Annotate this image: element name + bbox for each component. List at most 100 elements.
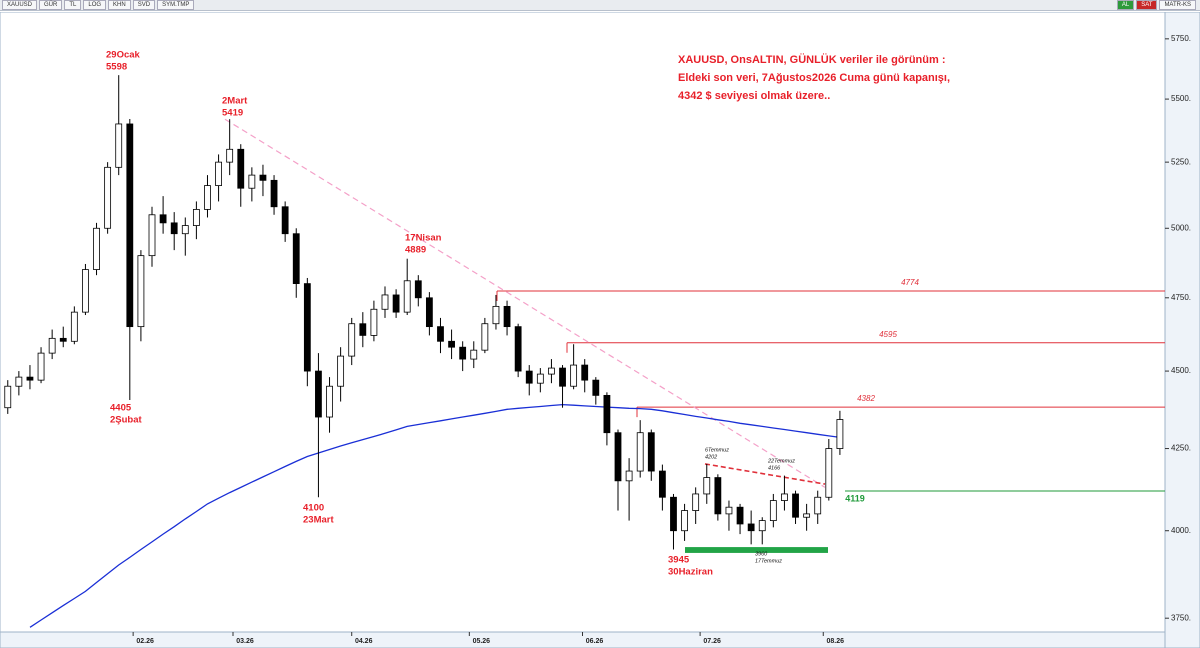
toolbar-button[interactable]: LOG <box>83 0 107 10</box>
symbol-button[interactable]: XAUUSD <box>2 0 38 10</box>
candle-body <box>703 477 711 495</box>
candle-body <box>647 432 655 472</box>
candle-body <box>548 367 555 375</box>
candle-body <box>725 506 733 515</box>
candle-body <box>792 493 799 518</box>
level-label: 4382 <box>857 394 875 403</box>
candle-body <box>536 373 544 384</box>
chart: 3750. 4000. 4250. 4500. 4750. 5000. 5250. 5500.… <box>0 12 1200 648</box>
toolbar: XAUUSD GÜR TL LOG KHN SVD SYM.TMP AL SAT… <box>0 0 1200 11</box>
support-zone <box>685 547 828 553</box>
candle-body <box>514 326 522 372</box>
x-tick-label: 05.26 <box>473 638 491 645</box>
candle-body <box>192 209 200 226</box>
toolbar-button[interactable]: SVD <box>132 0 156 10</box>
candle-body <box>137 255 145 328</box>
annotation: 4100 <box>303 503 324 514</box>
candle-body <box>26 376 34 381</box>
sell-button[interactable]: SAT <box>1136 0 1158 10</box>
candle-body <box>448 340 455 348</box>
candle-body <box>592 379 600 396</box>
candle-body <box>414 280 422 299</box>
y-tick-label: 5750. <box>1171 34 1191 43</box>
annotation: 4166 <box>768 465 781 471</box>
candle-body <box>115 123 123 168</box>
x-tick-label: 02.26 <box>136 638 154 645</box>
candle-body <box>370 308 378 336</box>
annotation: 2Şubat <box>110 415 143 426</box>
toolbar-button[interactable]: MATR-KS <box>1159 0 1196 10</box>
candle-body <box>148 214 156 257</box>
annotation: 23Mart <box>303 515 334 526</box>
candle-body <box>70 311 78 342</box>
x-tick-label: 06.26 <box>586 638 604 645</box>
annotation: 4405 <box>110 403 132 414</box>
candle-body <box>425 297 433 328</box>
toolbar-button[interactable]: TL <box>64 0 82 10</box>
candle-body <box>303 283 311 372</box>
candle-body <box>470 349 478 360</box>
annotation: 4889 <box>405 245 426 256</box>
candle-body <box>747 523 755 532</box>
y-tick-label: 5500. <box>1171 94 1191 103</box>
candle-body <box>259 174 267 181</box>
candle-body <box>503 305 511 328</box>
candle-body <box>159 214 167 224</box>
level-label: 4119 <box>845 493 865 503</box>
candle-body <box>814 496 822 515</box>
level-label: 4595 <box>879 330 897 339</box>
y-tick-label: 5250. <box>1171 157 1191 166</box>
toolbar-button[interactable]: GÜR <box>39 0 63 10</box>
x-tick-label: 04.26 <box>355 638 373 645</box>
annotation: 17Temmuz <box>755 558 782 564</box>
candle-body <box>437 326 444 342</box>
candle-body <box>93 227 100 270</box>
candle-body <box>758 520 766 532</box>
candle-body <box>381 294 389 310</box>
moving-average <box>29 403 840 628</box>
candle-body <box>714 477 722 515</box>
plot-area <box>0 12 1166 633</box>
trendline <box>704 463 826 485</box>
note-line: Eldeki son veri, 7Ağustos2026 Cuma günü … <box>678 72 950 84</box>
candle-body <box>326 385 333 418</box>
y-tick-label: 4750. <box>1171 293 1191 302</box>
candle-body <box>82 269 89 313</box>
toolbar-button[interactable]: SYM.TMP <box>157 0 195 10</box>
candle-body <box>337 355 345 387</box>
annotation: 4202 <box>705 454 717 460</box>
annotation: 5598 <box>106 62 127 73</box>
annotation: 6Temmuz <box>705 447 729 453</box>
toolbar-button[interactable]: KHN <box>108 0 131 10</box>
candle-body <box>215 161 222 186</box>
candle-body <box>248 174 256 189</box>
candle-body <box>658 470 666 498</box>
candle-body <box>825 448 833 498</box>
x-tick-label: 07.26 <box>703 638 721 645</box>
candle-body <box>525 370 533 384</box>
y-tick-label: 4500. <box>1171 366 1191 375</box>
candle-body <box>4 385 12 409</box>
candle-body <box>670 496 677 532</box>
toolbar-right: AL SAT MATR-KS <box>1115 0 1196 10</box>
candle-body <box>104 166 112 229</box>
candle-body <box>603 394 611 434</box>
candle-body <box>237 148 245 189</box>
trendline <box>224 118 826 488</box>
candle-body <box>614 432 622 482</box>
candle-body <box>292 233 300 285</box>
candle-body <box>681 510 688 532</box>
buy-button[interactable]: AL <box>1116 0 1135 10</box>
candle-body <box>204 185 211 210</box>
candle-body <box>359 323 367 336</box>
x-tick-label: 08.26 <box>827 638 845 645</box>
level-label: 4774 <box>901 278 919 287</box>
candle-body <box>170 222 178 235</box>
candle-body <box>392 294 400 313</box>
candle-body <box>59 337 67 342</box>
candle-body <box>492 305 500 325</box>
candle-body <box>459 346 467 360</box>
annotation: 3945 <box>668 555 690 566</box>
annotation: 2Mart <box>222 96 248 107</box>
